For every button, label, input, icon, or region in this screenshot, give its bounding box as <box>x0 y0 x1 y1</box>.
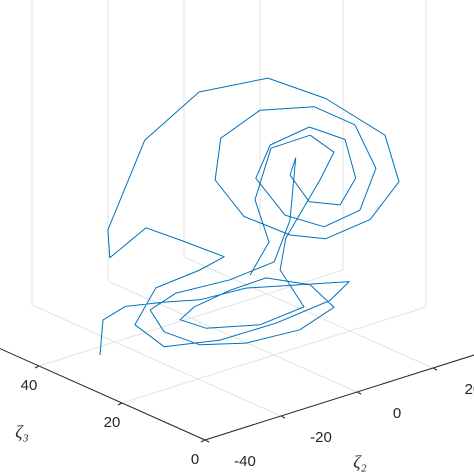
x-tick-mark <box>432 367 438 371</box>
y-tick-label: 20 <box>104 414 121 431</box>
x-tick-mark <box>204 439 210 443</box>
x-axis-line <box>204 354 474 441</box>
grid-line <box>38 269 344 367</box>
y-tick-label: 0 <box>191 451 199 468</box>
grid-line <box>204 354 474 441</box>
plot-area <box>99 77 400 356</box>
y-tick-mark <box>117 402 123 406</box>
grid-line <box>121 306 427 404</box>
x-tick-mark <box>280 415 286 419</box>
x-tick-label: 0 <box>393 405 401 422</box>
y-axis-title: ζ₃ <box>15 422 29 442</box>
grid-line <box>183 256 434 369</box>
x-tick-label: 20 <box>465 381 474 398</box>
x-tick-label: -40 <box>234 453 256 470</box>
grid-line <box>31 304 282 417</box>
x-axis-title: ζ₂ <box>353 452 367 472</box>
y-tick-label: 40 <box>21 377 38 394</box>
y-tick-mark <box>200 439 206 443</box>
grid <box>0 0 474 443</box>
y-axis-line <box>0 348 206 441</box>
axis-labels: ζ₃ ζ₂ -40 -20 0 20 0 20 40 <box>15 377 474 472</box>
y-tick-mark <box>34 365 40 369</box>
trajectory-line <box>99 77 400 356</box>
x-tick-label: -20 <box>310 429 332 446</box>
x-tick-mark <box>356 391 362 395</box>
